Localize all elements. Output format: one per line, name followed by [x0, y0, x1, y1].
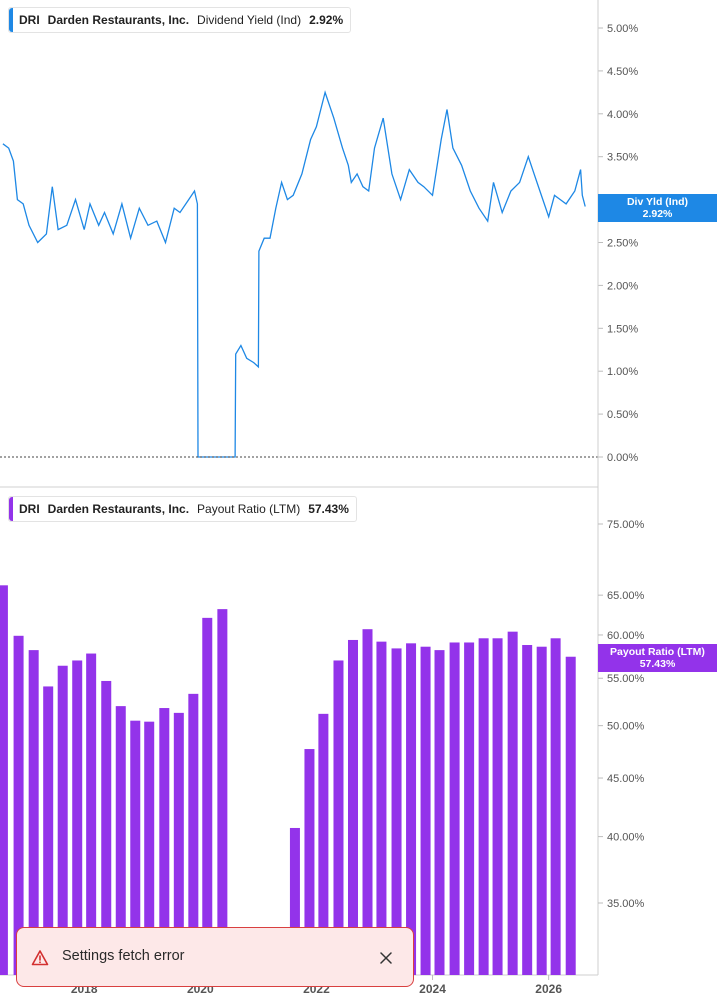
- bottom-axis-group: 35.00% 40.00% 45.00% 50.00% 55.00% 60.00% 65.0…: [598, 519, 645, 910]
- x-tick-label: 2024: [419, 982, 446, 996]
- close-icon[interactable]: [377, 949, 395, 967]
- payout-bar: [217, 609, 228, 975]
- payout-bar: [159, 708, 170, 975]
- payout-bar: [536, 646, 547, 975]
- payout-bar: [565, 656, 576, 975]
- payout-bar: [333, 660, 344, 975]
- legend-ticker: DRI: [19, 502, 40, 516]
- payout-color-swatch: [9, 497, 13, 521]
- y-tick-label: 5.00%: [607, 23, 638, 35]
- payout-bar: [550, 638, 561, 975]
- current-yield-tag: Div Yld (Ind) 2.92%: [598, 194, 717, 222]
- payout-bar: [173, 712, 184, 975]
- y-tick-label: 1.00%: [607, 366, 638, 378]
- toast-message: Settings fetch error: [62, 948, 185, 964]
- payout-bar: [86, 653, 97, 975]
- payout-bar: [28, 650, 39, 975]
- payout-bar: [289, 827, 300, 975]
- legend-metric: Dividend Yield (Ind): [197, 13, 302, 27]
- y-tick-label: 60.00%: [607, 630, 645, 642]
- current-payout-tag: Payout Ratio (LTM) 57.43%: [598, 644, 717, 672]
- payout-ratio-legend[interactable]: DRI Darden Restaurants, Inc. Payout Rati…: [8, 496, 357, 522]
- tag-value: 57.43%: [639, 658, 676, 670]
- y-tick-label: 75.00%: [607, 519, 645, 531]
- payout-bar: [115, 706, 126, 975]
- payout-bar: [57, 665, 68, 975]
- payout-bar: [13, 635, 24, 975]
- y-tick-label: 1.50%: [607, 323, 638, 335]
- y-tick-label: 3.50%: [607, 152, 638, 164]
- payout-bar: [130, 720, 141, 975]
- payout-bar: [434, 650, 445, 975]
- payout-bar: [101, 680, 112, 975]
- payout-bar: [449, 642, 460, 975]
- payout-bar: [188, 693, 199, 975]
- error-toast: Settings fetch error: [16, 927, 414, 987]
- x-tick-label: 2026: [535, 982, 562, 996]
- tag-label: Div Yld (Ind): [626, 196, 689, 208]
- y-tick-label: 50.00%: [607, 721, 645, 733]
- y-tick-label: 2.00%: [607, 280, 638, 292]
- payout-bar: [0, 585, 8, 975]
- y-tick-label: 55.00%: [607, 673, 645, 685]
- tag-label: Payout Ratio (LTM): [610, 646, 705, 658]
- warning-icon: [31, 950, 49, 966]
- payout-bar: [362, 629, 373, 975]
- y-tick-label: 4.50%: [607, 66, 638, 78]
- payout-bar: [43, 686, 54, 975]
- dividend-yield-legend[interactable]: DRI Darden Restaurants, Inc. Dividend Yi…: [8, 7, 352, 33]
- top-axis-group: 0.00%0.50%1.00%1.50%2.00%2.50%3.00%3.50%…: [598, 23, 638, 464]
- payout-bar: [202, 617, 213, 975]
- payout-bar: [492, 638, 503, 975]
- y-tick-label: 35.00%: [607, 898, 645, 910]
- y-tick-label: 40.00%: [607, 832, 645, 844]
- y-tick-label: 2.50%: [607, 238, 638, 250]
- payout-bar: [318, 713, 329, 975]
- legend-ticker: DRI: [19, 13, 40, 27]
- payout-bar: [144, 721, 155, 975]
- payout-bar: [304, 749, 315, 975]
- payout-bar: [507, 631, 518, 975]
- payout-bar: [464, 642, 475, 975]
- payout-bar: [478, 638, 489, 975]
- dividend-yield-line: [2, 90, 586, 458]
- payout-bar: [72, 660, 83, 975]
- y-tick-label: 0.00%: [607, 452, 638, 464]
- legend-value: 2.92%: [309, 13, 344, 27]
- legend-company: Darden Restaurants, Inc.: [47, 13, 190, 27]
- payout-bar: [376, 641, 387, 975]
- y-tick-label: 4.00%: [607, 109, 638, 121]
- payout-bars-group: [0, 585, 576, 975]
- payout-bar: [391, 648, 402, 975]
- legend-value: 57.43%: [308, 502, 349, 516]
- legend-company: Darden Restaurants, Inc.: [47, 502, 190, 516]
- y-tick-label: 65.00%: [607, 590, 645, 602]
- payout-bar: [420, 646, 431, 975]
- tag-value: 2.92%: [642, 208, 673, 220]
- legend-metric: Payout Ratio (LTM): [197, 502, 301, 516]
- payout-bar: [406, 643, 417, 975]
- yield-color-swatch: [9, 8, 13, 32]
- payout-bar: [347, 639, 358, 975]
- y-tick-label: 45.00%: [607, 773, 645, 785]
- payout-bar: [522, 645, 533, 975]
- y-tick-label: 0.50%: [607, 409, 638, 421]
